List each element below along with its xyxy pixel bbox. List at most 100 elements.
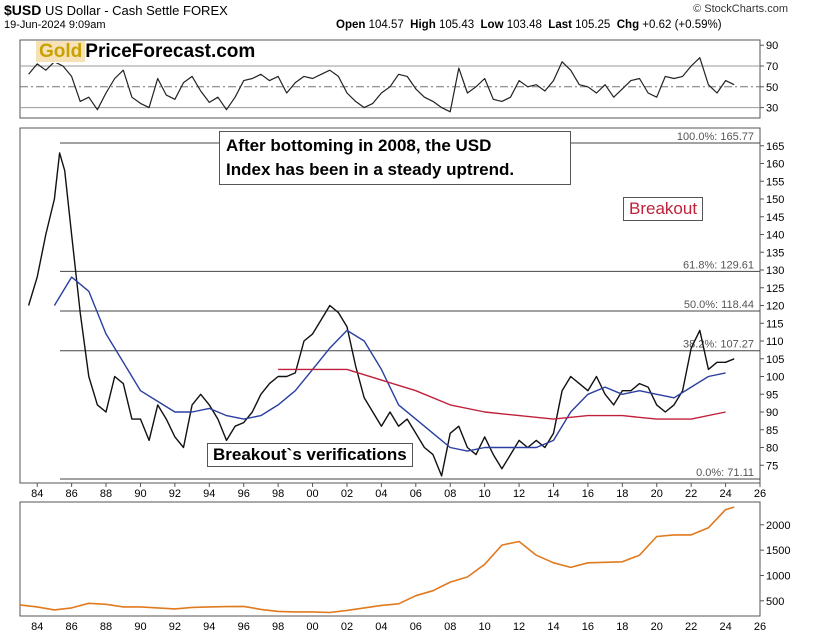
callout-line-1: After bottoming in 2008, the USD xyxy=(226,136,492,155)
x-tick-label: 98 xyxy=(272,488,284,500)
x-tick-label: 24 xyxy=(719,488,731,500)
y-tick-label: 120 xyxy=(766,301,784,313)
open-label: Open xyxy=(336,19,366,31)
symbol: $USD xyxy=(4,2,42,18)
fib-level-label: 38.2%: 107.27 xyxy=(683,339,754,351)
last-label: Last xyxy=(548,19,572,31)
price-panel: 7580859095100105110115120125130135140145… xyxy=(19,127,784,500)
exchange: FOREX xyxy=(183,3,228,18)
y-tick-label: 75 xyxy=(766,460,778,472)
site-logo: Gold PriceForecast.com xyxy=(32,41,260,63)
osc-line xyxy=(28,57,735,113)
y-tick-label: 165 xyxy=(766,141,784,153)
fib-level-label: 50.0%: 118.44 xyxy=(684,299,754,311)
gold-x-tick-label: 06 xyxy=(410,621,422,633)
y-tick-label: 100 xyxy=(766,372,784,384)
y-tick-label: 30 xyxy=(766,103,778,115)
gold-x-tick-label: 18 xyxy=(616,621,628,633)
logo-rest: PriceForecast.com xyxy=(85,41,256,62)
gold-x-tick-label: 20 xyxy=(651,621,663,633)
breakout-label: Breakout xyxy=(623,197,704,221)
gold-x-tick-label: 04 xyxy=(375,621,387,633)
y-tick-label: 155 xyxy=(766,176,784,188)
x-tick-label: 22 xyxy=(685,488,697,500)
gold-x-tick-label: 94 xyxy=(203,621,215,633)
gold-x-tick-label: 24 xyxy=(719,621,731,633)
fib-level-label: 61.8%: 129.61 xyxy=(683,259,754,271)
high-value: 105.43 xyxy=(438,19,475,31)
low-label: Low xyxy=(480,19,504,31)
low-value: 103.48 xyxy=(506,19,542,31)
price-series-line xyxy=(27,152,735,477)
gold-x-tick-label: 86 xyxy=(66,621,78,633)
x-tick-label: 26 xyxy=(754,488,766,500)
brand: © StockCharts.com xyxy=(693,3,788,15)
uptrend-callout: After bottoming in 2008, the USD Index h… xyxy=(219,131,571,185)
y-tick-label: 95 xyxy=(766,389,778,401)
gold-x-tick-label: 22 xyxy=(685,621,697,633)
y-tick-label: 70 xyxy=(766,61,778,73)
x-tick-label: 12 xyxy=(513,488,525,500)
x-tick-label: 10 xyxy=(479,488,491,500)
gold-x-tick-label: 84 xyxy=(31,621,43,633)
y-tick-label: 1000 xyxy=(766,570,790,582)
gold-x-tick-label: 96 xyxy=(238,621,250,633)
y-tick-label: 145 xyxy=(766,212,784,224)
y-tick-label: 80 xyxy=(766,443,778,455)
ma-red-series-line xyxy=(278,368,726,420)
gold-x-tick-label: 26 xyxy=(754,621,766,633)
chart-date: 19-Jun-2024 9:09am xyxy=(4,19,106,31)
x-tick-label: 92 xyxy=(169,488,181,500)
y-tick-label: 50 xyxy=(766,82,778,94)
fib-level-label: 0.0%: 71.11 xyxy=(696,467,754,479)
y-tick-label: 140 xyxy=(766,230,784,242)
x-tick-label: 18 xyxy=(616,488,628,500)
price-stats: Open 104.57 High 105.43 Low 103.48 Last … xyxy=(336,19,722,31)
gold-x-tick-label: 10 xyxy=(479,621,491,633)
chart-title: $USD US Dollar - Cash Settle FOREX xyxy=(4,2,228,18)
gold-price-panel: 500 1000 1500 2000 84 86 88 90 92 94 96 98 00 02 04 06 0… xyxy=(19,501,790,633)
y-tick-label: 125 xyxy=(766,283,784,295)
y-tick-label: 130 xyxy=(766,265,784,277)
symbol-name: US Dollar - Cash Settle xyxy=(44,3,180,18)
y-tick-label: 105 xyxy=(766,354,784,366)
x-tick-label: 02 xyxy=(341,488,353,500)
gold-series-line xyxy=(19,506,735,614)
gold-x-tick-label: 16 xyxy=(582,621,594,633)
x-tick-label: 90 xyxy=(134,488,146,500)
x-tick-label: 88 xyxy=(100,488,112,500)
panel-frame xyxy=(19,501,761,617)
fib-level-label: 100.0%: 165.77 xyxy=(677,131,754,143)
y-tick-label: 85 xyxy=(766,425,778,437)
gold-x-tick-label: 98 xyxy=(272,621,284,633)
gold-x-tick-label: 92 xyxy=(169,621,181,633)
gold-x-tick-label: 88 xyxy=(100,621,112,633)
y-tick-label: 2000 xyxy=(766,520,790,532)
x-tick-label: 00 xyxy=(306,488,318,500)
y-tick-label: 110 xyxy=(766,336,784,348)
logo-gold: Gold xyxy=(36,41,86,62)
gold-x-tick-label: 14 xyxy=(547,621,559,633)
x-tick-label: 06 xyxy=(410,488,422,500)
y-tick-label: 90 xyxy=(766,407,778,419)
last-value: 105.25 xyxy=(575,19,611,31)
x-tick-label: 84 xyxy=(31,488,43,500)
y-tick-label: 500 xyxy=(766,596,784,608)
x-tick-label: 16 xyxy=(582,488,594,500)
gold-x-tick-label: 00 xyxy=(306,621,318,633)
gold-x-tick-label: 90 xyxy=(134,621,146,633)
gold-x-tick-label: 02 xyxy=(341,621,353,633)
y-tick-label: 135 xyxy=(766,247,784,259)
y-tick-label: 160 xyxy=(766,159,784,171)
x-tick-label: 04 xyxy=(375,488,387,500)
x-tick-label: 94 xyxy=(203,488,215,500)
gold-x-tick-label: 12 xyxy=(513,621,525,633)
y-tick-label: 115 xyxy=(766,318,784,330)
x-tick-label: 08 xyxy=(444,488,456,500)
high-label: High xyxy=(410,19,436,31)
oscillator-panel: 30 50 70 90 xyxy=(19,39,778,119)
x-tick-label: 20 xyxy=(651,488,663,500)
x-tick-label: 14 xyxy=(547,488,559,500)
x-tick-label: 86 xyxy=(66,488,78,500)
